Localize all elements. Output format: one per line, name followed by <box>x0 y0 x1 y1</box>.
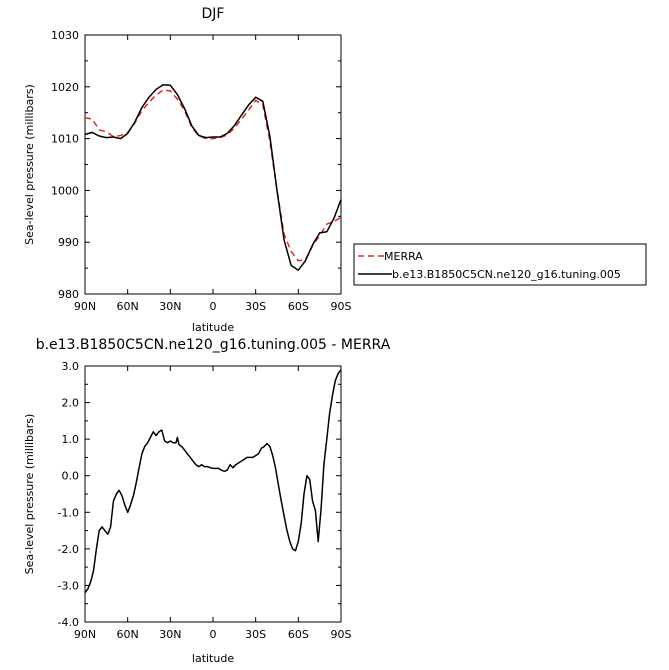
top-x-tick-label: 30S <box>245 300 266 313</box>
bottom-x-tick-label: 30S <box>245 628 266 641</box>
bottom-y-axis-title: Sea-level pressure (millibars) <box>23 414 36 575</box>
bottom-x-tick-label: 60N <box>117 628 139 641</box>
bottom-x-tick-label: 90S <box>331 628 352 641</box>
bottom-series-lines <box>84 369 342 594</box>
bottom-x-tick-label: 90N <box>74 628 96 641</box>
top-plot-frame <box>84 34 342 295</box>
bottom-y-tick-label: 3.0 <box>62 360 80 373</box>
top-ticks: 90N 60N 30N 0 30S 60S 90S 980 990 1000 1010 1020 103… <box>51 29 352 313</box>
top-y-tick-label: 980 <box>58 288 79 301</box>
bottom-y-tick-label: 0.0 <box>62 470 80 483</box>
legend-label-merra: MERRA <box>384 250 423 263</box>
top-series-lines <box>84 83 342 271</box>
bottom-x-tick-label: 60S <box>288 628 309 641</box>
top-series-line-1 <box>84 83 342 271</box>
legend-label-model: b.e13.B1850C5CN.ne120_g16.tuning.005 <box>392 268 621 281</box>
top-x-tick-label: 30N <box>159 300 181 313</box>
top-x-tick-label: 90N <box>74 300 96 313</box>
legend-box <box>353 243 647 286</box>
top-panel-title: DJF <box>202 6 225 22</box>
bottom-x-tick-label: 0 <box>210 628 217 641</box>
bottom-x-axis-title: latitude <box>192 652 234 665</box>
bottom-series-line-0 <box>84 369 342 594</box>
top-y-tick-label: 1010 <box>51 133 79 146</box>
top-x-tick-label: 60S <box>288 300 309 313</box>
bottom-y-tick-label: 2.0 <box>62 397 80 410</box>
bottom-y-tick-label: -3.0 <box>58 579 79 592</box>
top-y-tick-label: 1000 <box>51 184 79 197</box>
bottom-y-tick-label: -2.0 <box>58 543 79 556</box>
bottom-ticks: 90N 60N 30N 0 30S 60S 90S -4.0 -3.0 -2.0 -1.0 0.0 1.… <box>58 360 352 641</box>
bottom-plot-frame <box>84 365 342 623</box>
top-x-tick-label: 0 <box>210 300 217 313</box>
top-x-tick-label: 90S <box>331 300 352 313</box>
top-y-tick-label: 1020 <box>51 81 79 94</box>
bottom-panel: b.e13.B1850C5CN.ne120_g16.tuning.005 - M… <box>23 337 391 665</box>
legend: MERRA b.e13.B1850C5CN.ne120_g16.tuning.0… <box>353 243 647 286</box>
bottom-panel-title: b.e13.B1850C5CN.ne120_g16.tuning.005 - M… <box>36 337 391 353</box>
top-x-axis-title: latitude <box>192 321 234 334</box>
bottom-y-tick-label: 1.0 <box>62 433 80 446</box>
top-panel: DJF 90N 60N 30N 0 30S 60S 90S 980 990 1000 1010 102… <box>23 6 647 334</box>
top-y-axis-title: Sea-level pressure (millibars) <box>23 84 36 245</box>
top-y-tick-label: 990 <box>58 236 79 249</box>
bottom-y-tick-label: -4.0 <box>58 616 79 629</box>
top-series-line-0 <box>84 89 342 262</box>
top-x-tick-label: 60N <box>117 300 139 313</box>
top-y-tick-label: 1030 <box>51 29 79 42</box>
bottom-x-tick-label: 30N <box>159 628 181 641</box>
bottom-y-tick-label: -1.0 <box>58 506 79 519</box>
